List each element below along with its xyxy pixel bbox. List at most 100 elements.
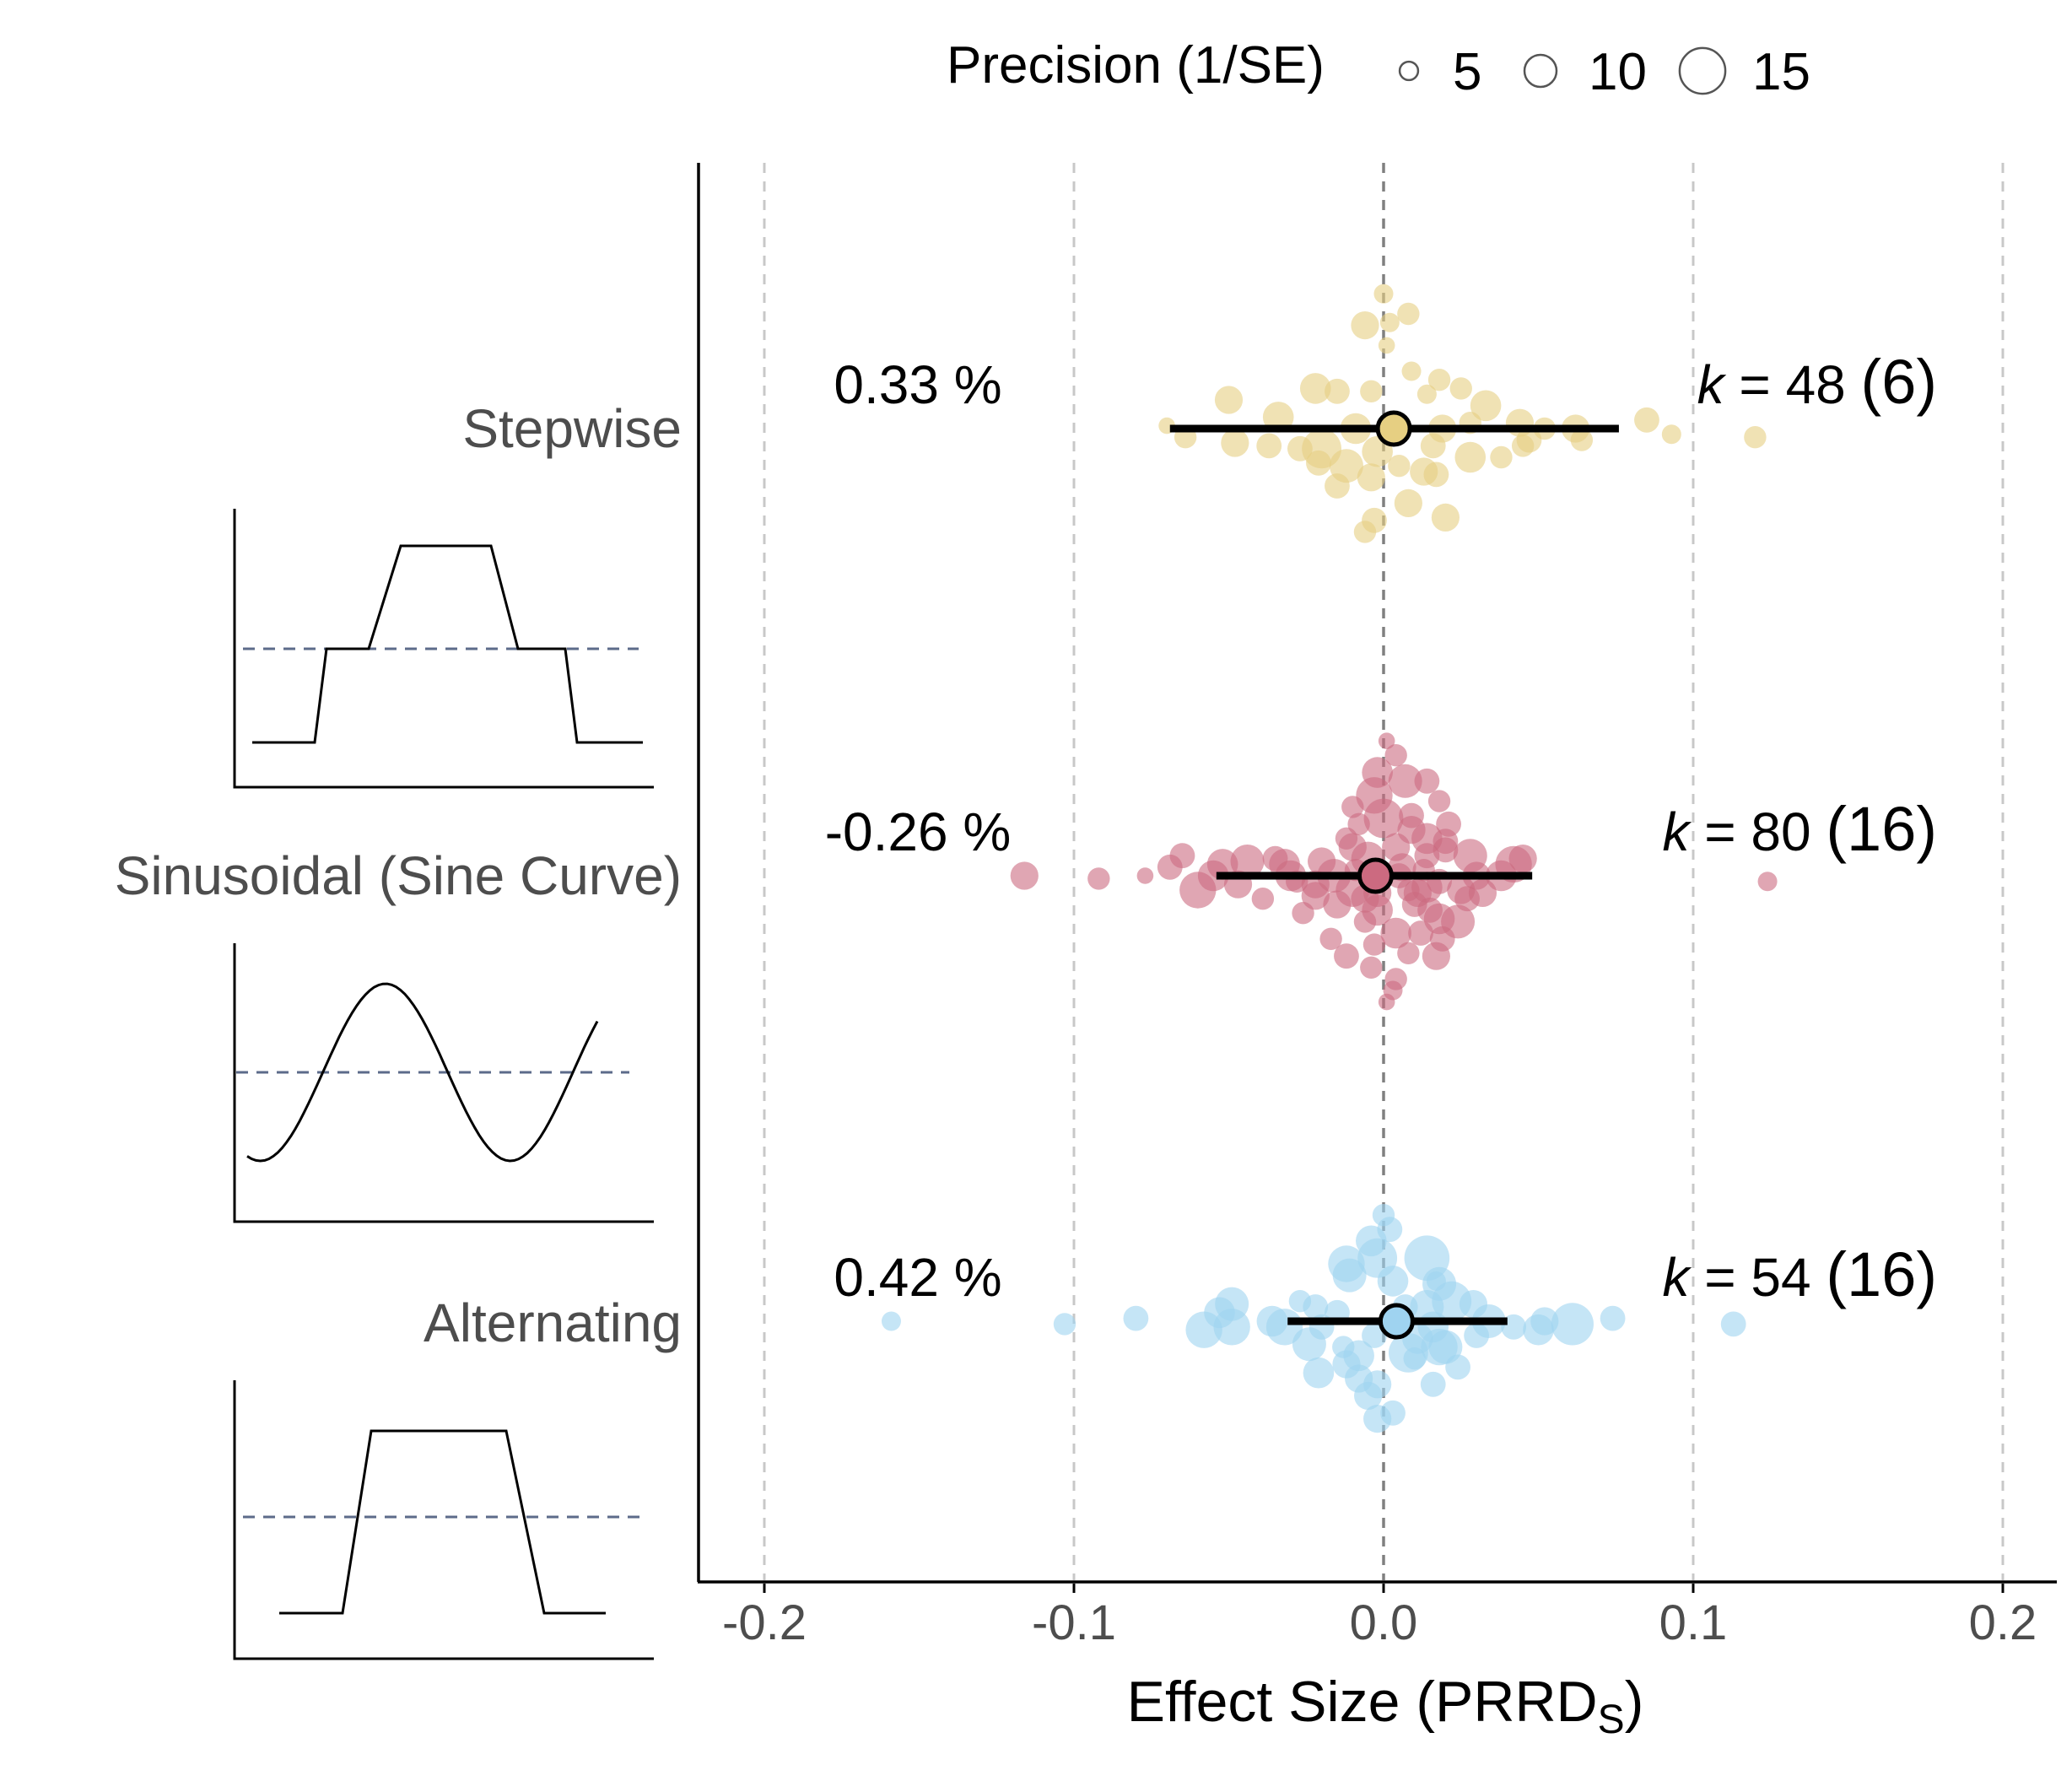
- study-points-1: [1010, 732, 1778, 1011]
- study-point: [1634, 407, 1659, 433]
- legend-symbol: [1523, 53, 1558, 89]
- study-point: [1341, 796, 1364, 818]
- study-point: [1373, 283, 1394, 304]
- study-point: [1256, 433, 1282, 459]
- study-point: [1334, 943, 1359, 969]
- study-point: [1332, 1336, 1355, 1358]
- legend-label: 15: [1752, 43, 1810, 101]
- study-point: [1429, 926, 1455, 952]
- study-point: [1431, 503, 1460, 532]
- study-point: [1214, 386, 1244, 414]
- legend-items: 5 10 15: [1398, 43, 1810, 101]
- study-point: [1757, 872, 1778, 892]
- study-point: [1397, 878, 1420, 902]
- study-point: [1303, 1357, 1335, 1389]
- legend-symbol: [1678, 46, 1727, 95]
- x-tick-label: -0.1: [1032, 1595, 1116, 1650]
- study-point: [1363, 798, 1404, 839]
- study-point: [1661, 424, 1681, 445]
- study-point: [1427, 369, 1451, 391]
- x-axis-ticks: -0.2 -0.1 0.0 0.1 0.2: [722, 1584, 2037, 1650]
- study-points: [881, 283, 1778, 1433]
- x-tick-label: -0.2: [722, 1595, 807, 1650]
- study-point: [1230, 845, 1265, 878]
- study-point: [1325, 378, 1350, 404]
- study-point: [1353, 521, 1377, 543]
- group-label: Sinusoidal (Sine Curve): [115, 845, 682, 906]
- group-label: Stepwise: [462, 398, 682, 459]
- study-point: [1399, 802, 1424, 829]
- study-point: [1459, 1290, 1488, 1319]
- pooled-estimates: [1169, 410, 1619, 1340]
- study-point: [1570, 429, 1594, 451]
- thumb-axes: [233, 509, 654, 789]
- thumb-curve: [252, 544, 643, 744]
- study-point: [1378, 337, 1395, 354]
- study-point: [1416, 384, 1437, 404]
- study-point: [1351, 311, 1379, 340]
- study-point: [1401, 361, 1422, 381]
- study-point: [1354, 1381, 1383, 1410]
- study-point: [1421, 1328, 1458, 1366]
- pooled-estimate: [1378, 1303, 1415, 1340]
- study-point: [1335, 827, 1358, 850]
- study-point: [1511, 435, 1535, 457]
- study-point: [1169, 843, 1195, 869]
- study-point: [1530, 1307, 1559, 1336]
- pct-label: 0.42 %: [834, 1247, 1001, 1308]
- study-point: [1179, 872, 1217, 909]
- study-point: [1394, 488, 1422, 518]
- study-point: [1287, 435, 1313, 461]
- study-points-0: [1158, 283, 1767, 543]
- legend-title: Precision (1/SE): [947, 36, 1325, 94]
- study-point: [1420, 433, 1446, 459]
- study-point: [1380, 917, 1411, 949]
- thumb-curve: [246, 982, 599, 1163]
- study-point: [1449, 377, 1472, 400]
- study-point: [1403, 1347, 1426, 1370]
- k-label: k = 54 (16): [1662, 1239, 1937, 1309]
- study-point: [1454, 441, 1487, 473]
- study-point: [1299, 373, 1331, 404]
- study-point: [1136, 867, 1154, 884]
- study-point: [1384, 744, 1407, 767]
- study-point: [1464, 1323, 1489, 1348]
- study-point: [1397, 942, 1420, 965]
- study-point: [1379, 312, 1400, 332]
- study-point: [1423, 461, 1449, 488]
- pattern-thumbnail-sine: [233, 943, 654, 1223]
- study-point: [1427, 790, 1451, 812]
- x-tick-label: 0.2: [1969, 1595, 2037, 1650]
- study-point: [1360, 956, 1383, 980]
- study-points-2: [881, 1204, 1746, 1433]
- study-point: [1454, 886, 1480, 912]
- study-point: [1325, 473, 1350, 499]
- study-point: [1087, 867, 1110, 890]
- study-point: [1213, 1309, 1250, 1346]
- study-point: [1288, 1290, 1312, 1313]
- study-point: [881, 1311, 901, 1331]
- pooled-estimate: [1357, 857, 1394, 894]
- study-point: [1414, 768, 1440, 794]
- study-point: [1353, 910, 1377, 933]
- k-label: k = 80 (16): [1662, 794, 1937, 864]
- study-point: [1397, 302, 1420, 326]
- group-label: Alternating: [424, 1293, 682, 1353]
- study-point: [1420, 1371, 1446, 1397]
- study-point: [1306, 450, 1331, 476]
- x-axis-title: Effect Size (PRRDS): [1127, 1670, 1644, 1742]
- legend-symbol: [1398, 60, 1420, 82]
- study-point: [1382, 833, 1411, 861]
- legend-label: 5: [1453, 43, 1481, 101]
- thumb-axes: [233, 1380, 654, 1660]
- study-point: [1332, 1258, 1367, 1293]
- study-point: [1600, 1305, 1626, 1331]
- study-point: [1363, 1405, 1392, 1433]
- study-point: [1744, 426, 1767, 449]
- study-point: [1357, 463, 1385, 492]
- study-point: [1508, 845, 1537, 873]
- study-point: [1053, 1313, 1076, 1336]
- study-point: [1720, 1311, 1746, 1337]
- study-point: [1377, 1266, 1409, 1297]
- x-tick-label: 0.0: [1350, 1595, 1418, 1650]
